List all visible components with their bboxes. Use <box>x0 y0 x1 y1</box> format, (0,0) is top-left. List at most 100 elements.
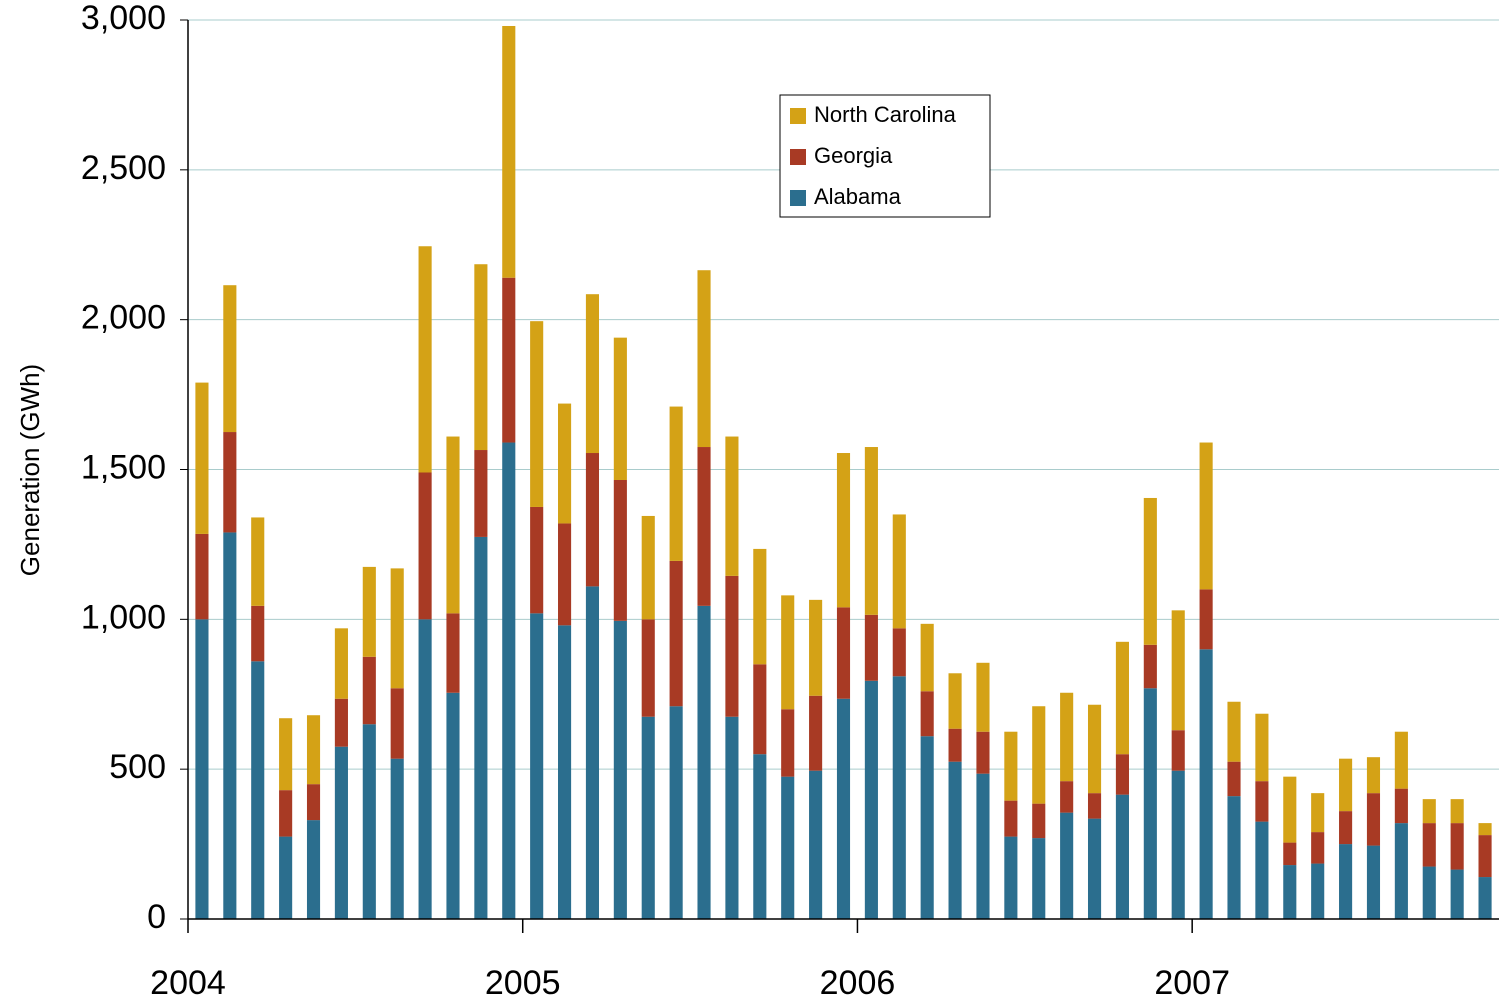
y-tick-label: 1,000 <box>81 598 166 636</box>
bar-segment <box>809 770 823 919</box>
bar-segment <box>948 673 962 729</box>
bar-segment <box>1422 823 1436 867</box>
bar-segment <box>1283 842 1297 866</box>
bar-segment <box>781 709 795 777</box>
bar-segment <box>641 515 655 620</box>
bar-segment <box>306 820 321 919</box>
bar-segment <box>1255 713 1269 782</box>
bar-segment <box>1060 692 1074 782</box>
legend-box <box>779 94 991 218</box>
bar-segment <box>669 406 683 561</box>
bar-segment <box>1255 781 1269 822</box>
bar-segment <box>530 506 544 614</box>
bar-segment <box>1171 730 1185 771</box>
bar-segment <box>697 605 711 919</box>
bar-segment <box>1366 845 1381 919</box>
bar-segment <box>1283 865 1297 919</box>
bar-segment <box>334 698 348 747</box>
bar-segment <box>1032 706 1046 804</box>
bar-segment <box>1032 838 1046 919</box>
bar-segment <box>502 277 516 443</box>
bar-segment <box>390 758 404 919</box>
bar-segment <box>279 836 293 919</box>
bar-segment <box>390 688 404 759</box>
bar-segment <box>1087 704 1102 794</box>
bar-segment <box>1394 731 1408 789</box>
bar-segment <box>697 447 711 606</box>
bar-segment <box>1478 823 1492 836</box>
bar-segment <box>195 619 209 919</box>
bar-segment <box>725 716 739 919</box>
bar-segment <box>223 532 237 919</box>
y-tick-label: 3,000 <box>81 0 166 37</box>
bar-segment <box>948 728 962 762</box>
legend-swatch <box>790 149 806 165</box>
bar-segment <box>1143 497 1157 645</box>
bar-segment <box>1143 644 1157 689</box>
bar-segment <box>474 536 488 919</box>
bar-segment <box>362 566 376 657</box>
bar-segment <box>1339 844 1353 919</box>
bar-segment <box>892 514 906 629</box>
bar-segment <box>1060 812 1074 919</box>
legend-label: Georgia <box>814 143 893 168</box>
y-tick-label: 2,500 <box>81 149 166 187</box>
bar-segment <box>306 784 321 821</box>
bar-segment <box>836 453 851 608</box>
bar-segment <box>585 586 600 919</box>
bar-segment <box>1478 835 1492 878</box>
bar-segment <box>1227 701 1241 762</box>
bar-segment <box>613 620 627 919</box>
bar-segment <box>1060 781 1074 813</box>
bar-segment <box>976 731 990 774</box>
bar-segment <box>418 246 432 473</box>
bar-segment <box>1087 793 1102 819</box>
bar-segment <box>613 479 627 621</box>
bar-segment <box>251 517 265 606</box>
bar-segment <box>1422 866 1436 919</box>
bar-segment <box>1422 799 1436 824</box>
bar-segment <box>753 754 767 919</box>
bar-segment <box>781 776 795 919</box>
bar-segment <box>334 628 348 699</box>
bar-segment <box>362 724 376 919</box>
y-tick-label: 1,500 <box>81 448 166 486</box>
bar-segment <box>1115 794 1129 919</box>
bar-segment <box>1311 793 1325 833</box>
bar-segment <box>1255 821 1269 919</box>
bar-segment <box>334 746 348 919</box>
bar-segment <box>1450 823 1464 870</box>
bar-segment <box>1171 610 1185 731</box>
bar-segment <box>1283 776 1297 843</box>
bar-segment <box>976 773 990 919</box>
bar-segment <box>1143 688 1157 919</box>
bar-segment <box>809 695 823 771</box>
bar-segment <box>697 270 711 448</box>
bar-segment <box>669 706 683 919</box>
bar-segment <box>892 676 906 919</box>
bar-segment <box>641 619 655 717</box>
bar-segment <box>558 523 572 626</box>
bar-segment <box>446 436 460 614</box>
y-axis-title: Generation (GWh) <box>15 364 45 576</box>
x-tick-label: 2007 <box>1154 964 1230 1002</box>
bar-segment <box>390 568 404 689</box>
bar-segment <box>279 790 293 837</box>
bar-segment <box>1339 811 1353 845</box>
bar-segment <box>558 625 572 919</box>
bar-segment <box>1450 799 1464 824</box>
bar-segment <box>1394 788 1408 824</box>
bar-segment <box>418 472 432 620</box>
bar-segment <box>279 718 293 791</box>
bar-segment <box>195 533 209 620</box>
bar-segment <box>1339 758 1353 812</box>
bar-segment <box>864 680 878 919</box>
bar-segment <box>836 698 851 919</box>
bar-segment <box>585 294 600 454</box>
bar-segment <box>1004 800 1018 837</box>
y-tick-label: 500 <box>109 748 166 786</box>
bar-segment <box>781 595 795 710</box>
bar-segment <box>502 25 516 278</box>
bar-segment <box>864 447 878 615</box>
legend-swatch <box>790 108 806 124</box>
